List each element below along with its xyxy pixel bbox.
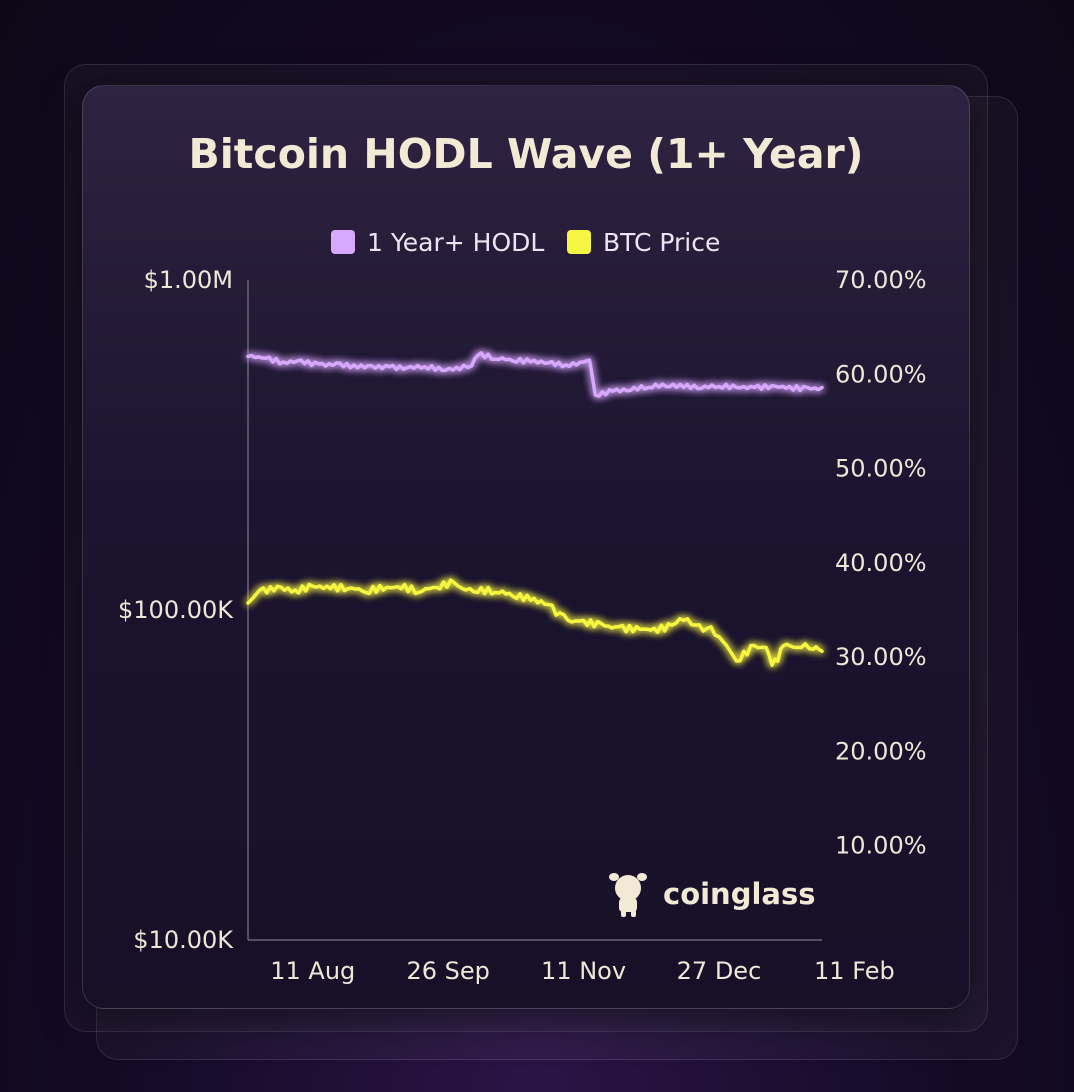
x-tick-label: 11 Feb bbox=[814, 957, 895, 985]
chart-card bbox=[82, 85, 970, 1009]
card-shadow-middle bbox=[64, 64, 988, 1032]
y-right-tick-label: 70.00% bbox=[835, 266, 927, 294]
y-right-tick-label: 10.00% bbox=[835, 832, 927, 860]
x-tick-label: 26 Sep bbox=[406, 957, 489, 985]
chart-title: Bitcoin HODL Wave (1+ Year) bbox=[189, 130, 864, 178]
y-right-tick-label: 50.00% bbox=[835, 455, 927, 483]
brand-name: coinglass bbox=[663, 877, 816, 911]
coinglass-mascot-icon bbox=[609, 873, 647, 917]
y-right-tick-label: 30.00% bbox=[835, 643, 927, 671]
legend-label-price: BTC Price bbox=[603, 228, 720, 257]
x-tick-label: 11 Aug bbox=[270, 957, 355, 985]
series-line-hodl bbox=[246, 351, 824, 398]
legend-swatch-hodl bbox=[331, 230, 355, 254]
x-tick-label: 27 Dec bbox=[677, 957, 762, 985]
y-left-tick-label: $100.00K bbox=[118, 596, 234, 624]
y-right-tick-label: 60.00% bbox=[835, 360, 927, 388]
legend-swatch-price bbox=[567, 230, 591, 254]
legend-label-hodl: 1 Year+ HODL bbox=[367, 228, 544, 257]
y-right-tick-label: 40.00% bbox=[835, 549, 927, 577]
y-right-tick-label: 20.00% bbox=[835, 737, 927, 765]
y-left-tick-label: $1.00M bbox=[144, 266, 233, 294]
x-tick-label: 11 Nov bbox=[541, 957, 626, 985]
series-line-price bbox=[246, 578, 824, 668]
y-left-tick-label: $10.00K bbox=[133, 926, 234, 954]
